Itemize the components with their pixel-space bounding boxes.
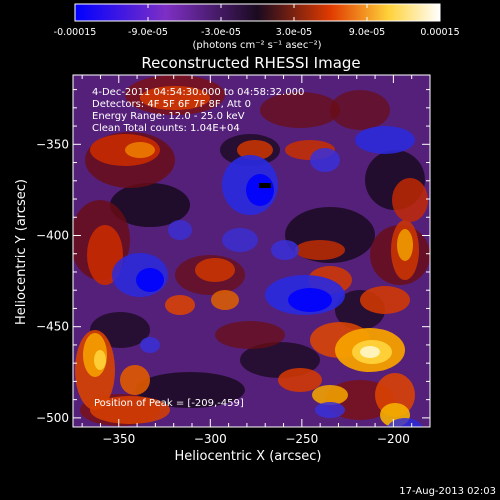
image-blob xyxy=(94,350,106,370)
image-blob xyxy=(392,178,428,222)
colorbar-tick-label: -3.0e-05 xyxy=(201,27,241,38)
image-blob xyxy=(120,365,150,395)
plot-title: Reconstructed RHESSI Image xyxy=(141,54,360,72)
x-axis-title: Heliocentric X (arcsec) xyxy=(175,449,322,464)
image-blob xyxy=(271,240,299,260)
image-blob xyxy=(195,258,235,282)
image-blob xyxy=(211,290,239,310)
colorbar-tick-label: 0.00015 xyxy=(420,27,459,38)
image-blob xyxy=(310,148,340,172)
image-blob xyxy=(315,402,345,418)
image-blob xyxy=(260,92,340,128)
colorbar-tick-label: 9.0e-05 xyxy=(349,27,385,38)
image-blob xyxy=(90,396,170,424)
info-overlay: 4-Dec-2011 04:54:30.000 to 04:58:32.000 … xyxy=(92,87,304,409)
image-blob xyxy=(125,142,155,158)
colorbar-tick-label: -9.0e-05 xyxy=(128,27,168,38)
info-peak-position: Position of Peak = [-209,-459] xyxy=(94,398,244,409)
colorbar-tick-label: 3.0e-05 xyxy=(276,27,312,38)
y-tick-label: −500 xyxy=(36,411,69,425)
x-tick-label: −200 xyxy=(377,432,410,446)
solar-image xyxy=(73,75,430,427)
image-blob xyxy=(288,288,332,312)
image-blob xyxy=(360,346,380,358)
image-blob xyxy=(168,220,192,240)
image-blob xyxy=(355,126,415,154)
image-blob xyxy=(375,373,415,417)
image-blob xyxy=(140,337,160,353)
image-blob xyxy=(330,90,390,130)
image-blob xyxy=(222,228,258,252)
image-blobs xyxy=(73,75,430,427)
colorbar-units-label: (photons cm⁻² s⁻¹ asec⁻²) xyxy=(192,40,321,51)
peak-marker xyxy=(259,183,271,188)
colorbar-ticks: -0.00015 -9.0e-05 -3.0e-05 3.0e-05 9.0e-05 0.… xyxy=(54,4,460,38)
image-blob xyxy=(140,86,210,110)
image-blob xyxy=(295,240,345,260)
x-tick-label: −300 xyxy=(194,432,227,446)
image-blob xyxy=(246,174,274,206)
plot-frame xyxy=(72,74,431,428)
x-axis: −350 −300 −250 −200 xyxy=(81,75,413,446)
x-tick-label: −350 xyxy=(102,432,135,446)
image-blob xyxy=(135,372,245,408)
image-blob xyxy=(397,229,413,261)
info-clean-counts: Clean Total counts: 1.04E+04 xyxy=(92,123,240,134)
image-blob xyxy=(237,140,273,160)
image-blob xyxy=(215,321,285,349)
y-axis-title: Heliocentric Y (arcsec) xyxy=(14,179,29,325)
colorbar-gradient xyxy=(74,3,441,22)
colorbar-tick-label: -0.00015 xyxy=(54,27,97,38)
y-tick-label: −450 xyxy=(36,320,69,334)
info-time-range: 4-Dec-2011 04:54:30.000 to 04:58:32.000 xyxy=(92,87,304,98)
image-blob xyxy=(136,268,164,292)
y-tick-label: −400 xyxy=(36,228,69,242)
image-blob xyxy=(312,385,348,405)
y-tick-label: −350 xyxy=(36,137,69,151)
y-axis: −350 −400 −450 −500 xyxy=(36,89,430,425)
colorbar: -0.00015 -9.0e-05 -3.0e-05 3.0e-05 9.0e-05 0.… xyxy=(54,3,460,51)
image-blob xyxy=(387,418,423,427)
image-blob xyxy=(165,295,195,315)
info-detectors: Detectors: 4F 5F 6F 7F 8F, Att 0 xyxy=(92,99,251,110)
info-energy-range: Energy Range: 12.0 - 25.0 keV xyxy=(92,111,245,122)
image-blob xyxy=(360,286,410,314)
image-blob xyxy=(110,183,190,227)
date-stamp: 17-Aug-2013 02:03 xyxy=(399,486,496,497)
image-blob xyxy=(278,368,322,392)
x-tick-label: −250 xyxy=(285,432,318,446)
